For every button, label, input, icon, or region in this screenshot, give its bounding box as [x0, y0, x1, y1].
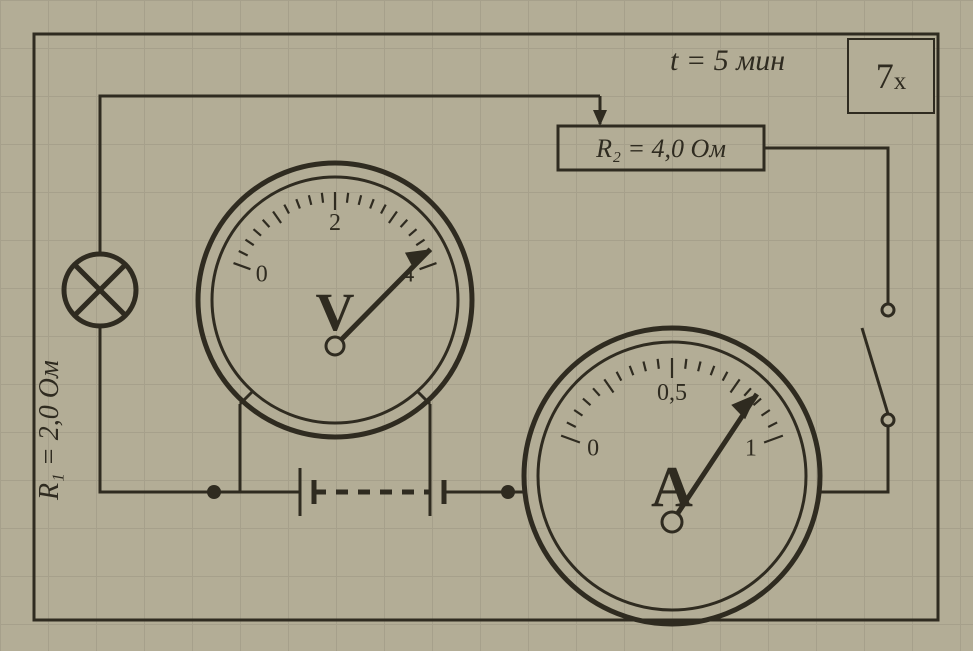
voltmeter-scale-label: 2: [329, 210, 341, 236]
time-label: t = 5 мин: [670, 44, 785, 77]
r1-label: R₁ = 2,0 Ом: [34, 360, 65, 501]
ammeter-letter: A: [651, 454, 693, 519]
paper-background: t = 5 минR₁ = 2,0 ОмR₂ = 4,0 Ом024V00,51…: [0, 0, 973, 651]
ammeter-scale-label: 0: [587, 435, 599, 461]
card-sub: x: [894, 68, 907, 96]
card-number-badge: 7x: [847, 38, 935, 114]
ammeter-scale-label: 1: [745, 435, 757, 461]
circuit-diagram: t = 5 минR₁ = 2,0 ОмR₂ = 4,0 Ом024V00,51…: [0, 0, 973, 651]
voltmeter-scale-label: 0: [256, 261, 268, 287]
card-number: 7: [876, 55, 894, 97]
r2-label: R₂ = 4,0 Ом: [595, 134, 726, 163]
ammeter-scale-label: 0,5: [657, 380, 687, 406]
